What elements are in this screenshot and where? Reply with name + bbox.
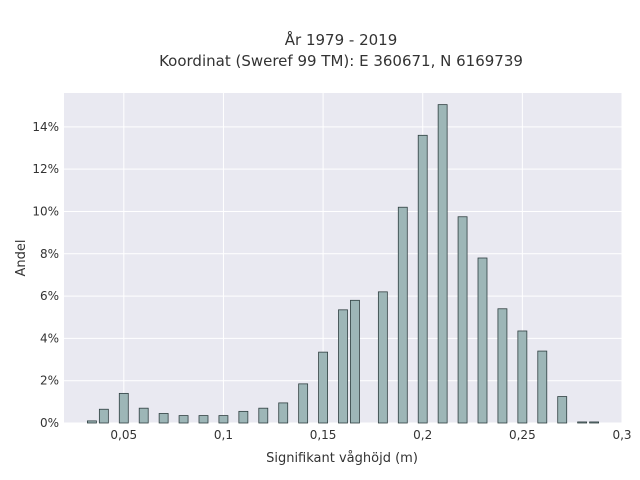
histogram-bar [298,383,309,424]
histogram-bar [537,350,548,424]
y-tick-label: 12% [32,162,59,176]
histogram-bar [118,392,129,424]
histogram-bar [278,402,289,424]
y-tick-label: 0% [40,416,59,430]
histogram-bar [417,134,428,424]
histogram-bar [338,309,348,424]
y-tick-labels: 0% 2% 4% 6% 8% 10% 12% 14% [32,120,59,430]
histogram-bar [377,291,388,424]
histogram-bar [457,216,468,424]
bars [87,104,599,424]
histogram-bar [350,299,360,424]
y-tick-label: 2% [40,374,59,388]
x-tick-label: 0,1 [214,428,233,442]
histogram-bar [557,396,568,424]
histogram-bar [589,421,599,424]
y-tick-label: 8% [40,247,59,261]
histogram-bar [178,415,189,424]
x-tick-label: 0,05 [110,428,137,442]
histogram-bar [138,407,149,424]
histogram-bar [437,104,448,424]
chart-title-line2: Koordinat (Sweref 99 TM): E 360671, N 61… [159,52,523,70]
histogram-bar [477,257,488,424]
histogram-bar [87,420,97,424]
histogram-bar [318,351,328,424]
histogram-bar [218,415,229,424]
x-tick-label: 0,25 [509,428,536,442]
histogram-bar [497,308,508,424]
x-tick-labels: 0,05 0,1 0,15 0,2 0,25 0,3 [110,428,631,442]
y-tick-label: 10% [32,204,59,218]
y-axis-label: Andel [14,240,29,277]
x-tick-label: 0,3 [612,428,631,442]
histogram-bar [517,330,528,424]
histogram-bar [577,421,588,424]
histogram-bar [397,206,408,424]
x-tick-label: 0,2 [413,428,432,442]
histogram-bar [238,410,249,424]
x-tick-label: 0,15 [310,428,337,442]
x-axis-label: Signifikant våghöjd (m) [266,451,418,466]
histogram-bar [98,408,109,424]
histogram-bar [158,413,169,424]
y-tick-label: 4% [40,331,59,345]
y-tick-label: 6% [40,289,59,303]
chart-title-line1: År 1979 - 2019 [285,30,398,49]
grid [64,93,623,424]
y-tick-label: 14% [32,120,59,134]
histogram-bar [258,407,269,424]
histogram-bar [198,415,209,424]
